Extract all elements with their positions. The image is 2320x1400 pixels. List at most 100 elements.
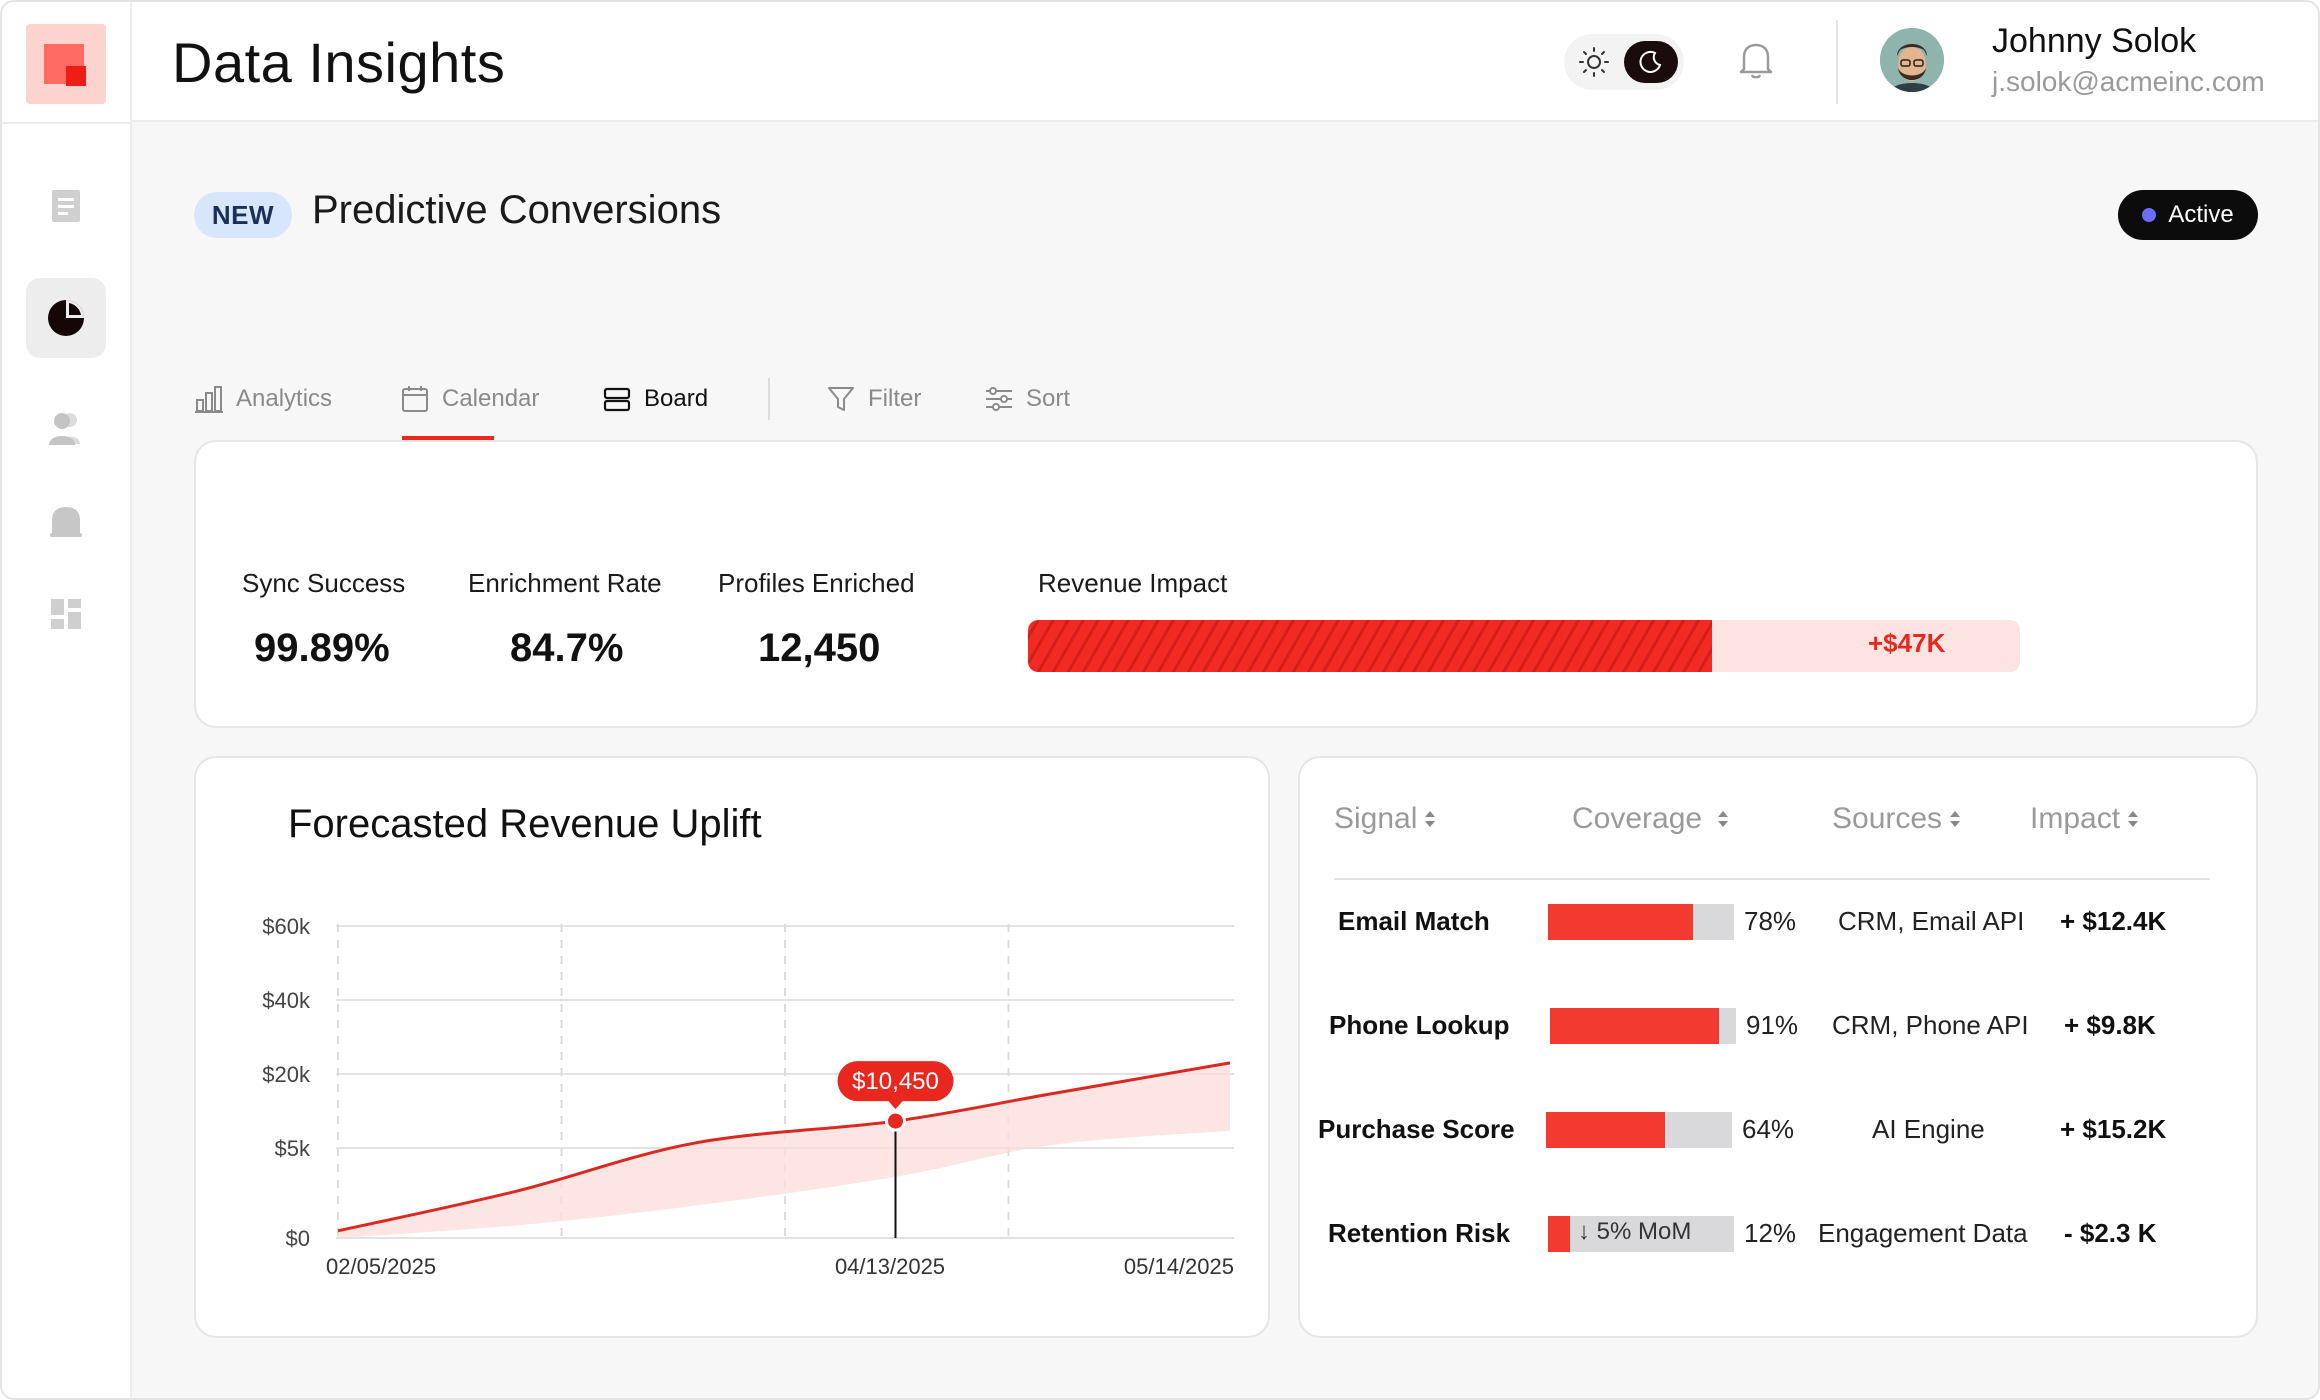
pie-chart-icon	[48, 300, 84, 336]
filter-button[interactable]: Filter	[826, 366, 921, 432]
sidebar-item-users[interactable]	[26, 388, 106, 468]
user-name: Johnny Solok	[1992, 22, 2197, 60]
coverage-percent: 91%	[1746, 1010, 1799, 1040]
moon-icon	[1639, 50, 1662, 73]
signals-table-card	[1298, 756, 2258, 1338]
sort-label: Sort	[1026, 385, 1071, 412]
sun-icon	[1579, 47, 1609, 77]
sources-text: CRM, Phone API	[1832, 1010, 2029, 1040]
column-header-signal[interactable]: Signal	[1334, 802, 1437, 836]
coverage-bar	[1546, 1112, 1732, 1148]
forecast-line	[337, 1061, 1231, 1233]
filter-icon	[828, 387, 854, 411]
users-icon	[49, 413, 80, 445]
sort-arrows-icon	[1718, 811, 1729, 827]
status-label: Active	[2168, 201, 2234, 228]
profiles-enriched-value: 12,450	[758, 626, 881, 670]
filter-label: Filter	[868, 385, 922, 412]
y-tick-label: $5k	[275, 1136, 311, 1161]
revenue-impact-fill	[1028, 620, 1713, 672]
notifications-bell-icon[interactable]	[1738, 40, 1774, 80]
forecast-band	[338, 1062, 1230, 1238]
table-header-divider	[1334, 878, 2210, 880]
profiles-enriched-label: Profiles Enriched	[718, 568, 915, 598]
y-tick-label: $20k	[262, 1062, 311, 1087]
coverage-fill	[1548, 1216, 1571, 1252]
active-tab-indicator	[402, 436, 494, 440]
impact-value: + $15.2K	[2060, 1114, 2167, 1144]
coverage-fill	[1546, 1112, 1666, 1148]
metrics-card	[194, 440, 2258, 728]
sources-text: CRM, Email API	[1838, 906, 2025, 936]
page-title: Predictive Conversions	[312, 188, 722, 232]
tab-label: Calendar	[442, 385, 540, 412]
sort-arrows-icon	[1425, 811, 1436, 827]
tab-calendar[interactable]: Calendar	[400, 366, 539, 432]
chart-title: Forecasted Revenue Uplift	[288, 802, 762, 846]
dark-mode-button[interactable]	[1624, 41, 1678, 83]
app-title: Data Insights	[172, 31, 506, 94]
column-header-impact[interactable]: Impact	[2030, 802, 2140, 836]
sliders-icon	[986, 387, 1012, 411]
coverage-percent: 64%	[1742, 1114, 1795, 1144]
sources-text: Engagement Data	[1818, 1218, 2028, 1248]
y-tick-label: $60k	[262, 914, 311, 939]
sidebar-item-dashboard[interactable]	[26, 574, 106, 654]
sidebar-item-analytics[interactable]	[26, 278, 106, 358]
sidebar-item-notifications[interactable]	[26, 484, 106, 564]
coverage-bar	[1550, 1008, 1736, 1044]
sync-success-value: 99.89%	[254, 626, 390, 670]
bell-icon	[50, 507, 82, 537]
document-icon	[52, 190, 80, 222]
tab-board[interactable]: Board	[602, 366, 708, 432]
user-email: j.solok@acmeinc.com	[1992, 66, 2265, 97]
x-tick-label: 04/13/2025	[835, 1254, 945, 1279]
revenue-impact-value: +$47K	[1868, 628, 1946, 658]
tab-label: Analytics	[236, 385, 333, 412]
revenue-impact-label: Revenue Impact	[1038, 568, 1228, 598]
x-tick-label: 02/05/2025	[326, 1254, 436, 1279]
column-header-sources[interactable]: Sources	[1832, 802, 1962, 836]
x-tick-label: 05/14/2025	[1124, 1254, 1234, 1279]
signal-email-match: Email Match	[1338, 906, 1490, 936]
tab-label: Board	[644, 385, 709, 412]
status-badge[interactable]: Active	[2118, 190, 2258, 240]
coverage-fill	[1550, 1008, 1720, 1044]
sort-arrows-icon	[2128, 811, 2139, 827]
impact-value: + $12.4K	[2060, 906, 2167, 936]
sort-button[interactable]: Sort	[984, 366, 1070, 432]
sidebar-item-documents[interactable]	[26, 166, 106, 246]
coverage-bar	[1548, 904, 1734, 940]
impact-value: + $9.8K	[2064, 1010, 2156, 1040]
chart-card	[194, 756, 1270, 1338]
tab-analytics[interactable]: Analytics	[194, 366, 332, 432]
y-tick-label: $40k	[262, 988, 311, 1013]
sidebar	[2, 2, 132, 1398]
sync-success-label: Sync Success	[242, 568, 406, 598]
top-header: Data Insights	[132, 2, 2318, 122]
status-dot	[2142, 208, 2157, 222]
app-logo[interactable]	[26, 24, 106, 104]
enrichment-rate-value: 84.7%	[510, 626, 624, 670]
new-badge: NEW	[194, 192, 292, 238]
signal-phone-lookup: Phone Lookup	[1329, 1010, 1510, 1040]
coverage-fill	[1548, 904, 1694, 940]
board-icon	[603, 387, 631, 412]
coverage-percent: 78%	[1744, 906, 1797, 936]
highlight-point	[885, 1110, 906, 1132]
impact-value: - $2.3 K	[2064, 1218, 2157, 1248]
tooltip-bubble	[837, 1061, 954, 1102]
tab-divider	[768, 378, 770, 420]
mom-trend: ↓ 5% MoM	[1578, 1218, 1692, 1245]
tooltip-label: $10,450	[852, 1068, 939, 1095]
theme-toggle[interactable]	[1564, 34, 1684, 90]
user-avatar[interactable]	[1880, 28, 1944, 92]
enrichment-rate-label: Enrichment Rate	[468, 568, 662, 598]
coverage-bar	[1548, 1216, 1734, 1252]
sources-text: AI Engine	[1872, 1114, 1985, 1144]
y-tick-label: $0	[286, 1226, 310, 1251]
column-header-coverage[interactable]: Coverage	[1572, 802, 1730, 836]
coverage-percent: 12%	[1744, 1218, 1797, 1248]
tooltip-pointer	[887, 1100, 904, 1110]
